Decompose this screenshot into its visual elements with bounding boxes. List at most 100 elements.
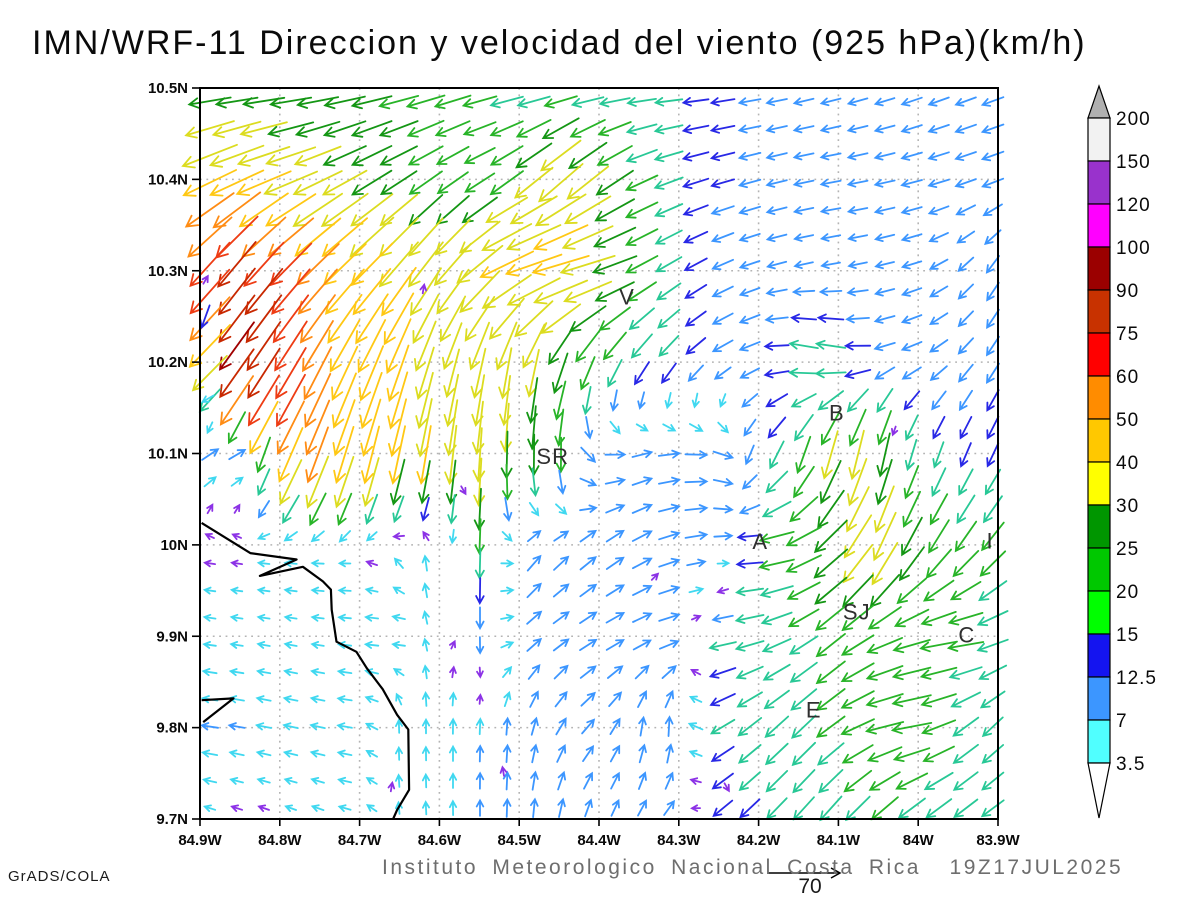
wind-arrow	[820, 260, 841, 269]
wind-arrow	[388, 398, 407, 458]
wind-arrow	[956, 494, 976, 525]
wind-arrow	[393, 557, 404, 569]
wind-arrow	[473, 487, 485, 532]
wind-arrow	[406, 119, 445, 138]
wind-arrow	[927, 178, 950, 188]
wind-arrow	[439, 295, 467, 343]
wind-arrow	[785, 526, 822, 547]
wind-arrow	[414, 320, 437, 372]
wind-arrow	[900, 341, 923, 352]
wind-arrow	[236, 146, 291, 167]
colorbar-tick-label: 3.5	[1116, 754, 1145, 775]
wind-arrow	[282, 695, 299, 704]
wind-arrow	[387, 780, 396, 793]
wind-arrow	[554, 408, 566, 448]
wind-arrow	[463, 147, 496, 165]
wind-arrow	[986, 308, 1000, 330]
wind-arrow	[764, 715, 790, 738]
wind-arrow	[685, 337, 707, 355]
wind-arrow	[332, 399, 356, 457]
wind-arrow	[847, 233, 868, 242]
wind-arrow	[363, 640, 380, 649]
wind-arrow	[791, 287, 816, 297]
wind-arrow	[708, 667, 737, 679]
wind-arrow	[689, 777, 702, 785]
wind-arrow	[442, 322, 463, 371]
wind-arrow	[931, 390, 947, 411]
wind-arrow	[579, 583, 598, 598]
wind-arrow	[986, 389, 1000, 412]
city-label-a: A	[752, 529, 768, 554]
wind-arrow	[322, 120, 367, 138]
wind-arrow	[624, 228, 659, 246]
wind-arrow	[891, 694, 932, 708]
wind-arrow	[422, 637, 430, 652]
wind-arrow	[957, 256, 975, 273]
wind-arrow	[595, 169, 634, 196]
wind-arrow	[792, 178, 815, 188]
wind-arrow	[928, 519, 950, 554]
wind-arrow	[903, 465, 920, 500]
wind-arrow	[235, 170, 292, 196]
wind-arrow	[986, 442, 1000, 468]
wind-arrow	[230, 559, 243, 568]
wind-arrow	[790, 313, 817, 323]
wind-arrow	[738, 771, 761, 792]
wind-arrow	[303, 346, 333, 401]
wind-arrow	[896, 577, 928, 605]
wind-arrow	[230, 476, 244, 487]
wind-arrow	[283, 613, 298, 622]
wind-arrow	[957, 337, 974, 355]
wind-arrow	[681, 97, 710, 107]
wind-arrow	[657, 308, 681, 329]
wind-arrow	[741, 393, 759, 408]
wind-arrow	[206, 503, 214, 515]
wind-arrow	[792, 206, 815, 215]
lon-tick-label: 84.7W	[338, 832, 382, 849]
wind-arrow	[846, 287, 869, 297]
wind-arrow	[954, 96, 977, 107]
wind-arrow	[764, 742, 789, 766]
wind-arrow	[609, 744, 621, 763]
wind-arrow	[658, 585, 681, 595]
wind-arrow	[530, 716, 539, 736]
wind-arrow	[203, 476, 217, 488]
wind-arrow	[461, 95, 498, 109]
wind-arrow	[208, 169, 265, 197]
lon-tick-label: 84.6W	[418, 832, 462, 849]
wind-arrow	[275, 347, 307, 400]
wind-arrow	[202, 613, 217, 622]
wind-arrow	[557, 797, 566, 818]
wind-arrow	[502, 743, 512, 763]
wind-arrow	[631, 449, 654, 459]
wind-arrow	[846, 178, 869, 188]
wind-arrow	[379, 145, 418, 166]
wind-arrow	[489, 170, 524, 196]
wind-arrow	[201, 668, 218, 677]
wind-arrow	[395, 692, 403, 706]
wind-arrow	[528, 502, 540, 517]
wind-arrow	[684, 504, 709, 514]
wind-arrow	[709, 97, 736, 107]
wind-arrow	[633, 361, 650, 386]
wind-arrow	[952, 550, 980, 578]
city-label-sj: SJ	[843, 600, 871, 625]
wind-arrow	[876, 432, 891, 478]
wind-arrow	[658, 503, 681, 513]
wind-arrow	[904, 439, 918, 472]
wind-arrow	[255, 436, 271, 474]
wind-arrow	[901, 516, 923, 557]
wind-arrow	[476, 666, 484, 679]
wind-arrow	[946, 641, 985, 652]
wind-arrow	[684, 531, 709, 540]
wind-arrow	[206, 421, 214, 435]
wind-arrow	[527, 664, 541, 680]
colorbar-segment	[1087, 418, 1111, 463]
wind-arrow	[579, 529, 598, 543]
wind-arrow	[845, 486, 870, 533]
chart-title: IMN/WRF-11 Direccion y velocidad del vie…	[32, 24, 1087, 62]
wind-arrow	[364, 695, 379, 704]
wind-arrow	[711, 312, 734, 325]
wind-arrow	[506, 277, 561, 306]
city-label-sr: SR	[536, 444, 569, 469]
